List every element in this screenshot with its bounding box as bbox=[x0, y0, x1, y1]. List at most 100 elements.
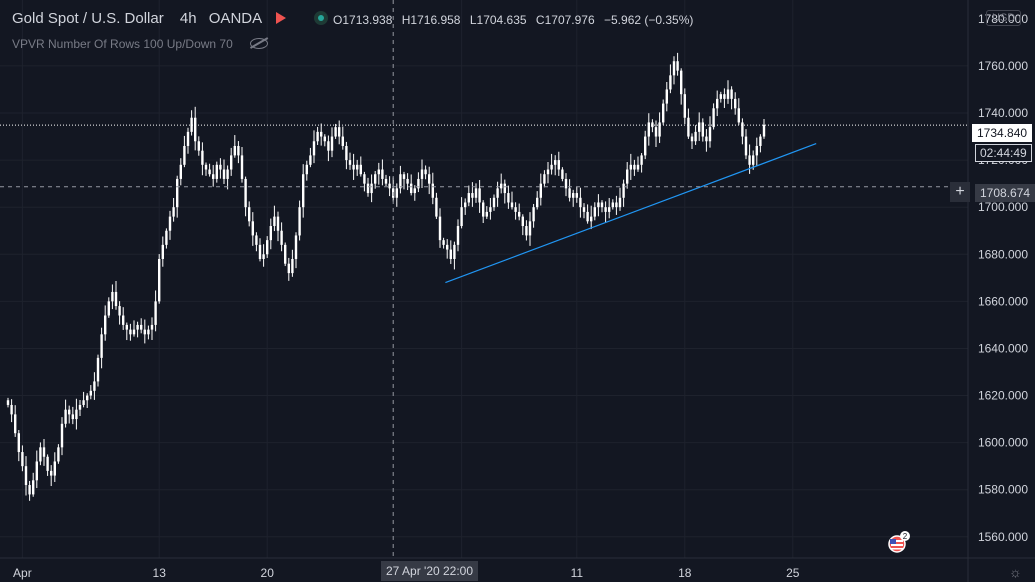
candle-body bbox=[165, 230, 168, 245]
candle-body bbox=[284, 244, 287, 264]
candle-body bbox=[485, 211, 488, 217]
candle-body bbox=[352, 164, 355, 170]
chart-settings-gear-icon[interactable]: ☼ bbox=[1009, 564, 1022, 580]
candle-body bbox=[611, 202, 614, 208]
candle-body bbox=[276, 216, 280, 231]
candle-body bbox=[118, 306, 121, 316]
candle-body bbox=[687, 117, 690, 137]
candle-body bbox=[716, 98, 719, 109]
interval-label[interactable]: 4h bbox=[179, 10, 197, 27]
candle-body bbox=[186, 131, 190, 146]
open-value: 1713.938 bbox=[342, 13, 393, 27]
candle-body bbox=[705, 136, 708, 142]
candle-body bbox=[726, 89, 730, 99]
candle-body bbox=[521, 216, 524, 227]
candle-body bbox=[258, 244, 262, 259]
candle-body bbox=[492, 197, 496, 208]
eye-hidden-icon[interactable] bbox=[250, 38, 269, 49]
candle-body bbox=[550, 164, 553, 170]
candle-body bbox=[359, 164, 362, 175]
candle-body bbox=[662, 103, 665, 123]
symbol-header[interactable]: Gold Spot / U.S. Dollar 4h OANDA bbox=[12, 10, 330, 27]
candle-body bbox=[546, 169, 550, 175]
candle-body bbox=[575, 193, 578, 198]
candle-body bbox=[273, 216, 276, 227]
candle-body bbox=[82, 400, 85, 405]
candle-body bbox=[356, 164, 359, 170]
candle-body bbox=[204, 164, 208, 170]
current-price-tag: 1734.840 bbox=[972, 124, 1033, 142]
candle-body bbox=[323, 136, 326, 142]
candle-body bbox=[338, 127, 341, 137]
candle-body bbox=[528, 221, 532, 236]
candle-body bbox=[183, 145, 186, 165]
symbol-name[interactable]: Gold Spot / U.S. Dollar bbox=[12, 10, 164, 27]
y-tick-label: 1660.000 bbox=[978, 294, 1028, 308]
candle-body bbox=[586, 211, 589, 222]
candle-body bbox=[330, 136, 334, 151]
indicator-label[interactable]: VPVR Number Of Rows 100 Up/Down 70 bbox=[12, 37, 233, 51]
y-tick-label: 1780.000 bbox=[978, 12, 1028, 26]
y-tick-label: 1580.000 bbox=[978, 483, 1028, 497]
candle-body bbox=[100, 334, 103, 358]
candle-body bbox=[395, 188, 398, 198]
currency-button[interactable]: USD bbox=[986, 10, 1022, 26]
high-label: H bbox=[401, 13, 411, 27]
indicator-legend[interactable]: VPVR Number Of Rows 100 Up/Down 70 bbox=[12, 37, 269, 51]
candle-body bbox=[388, 183, 391, 189]
candle-body bbox=[615, 202, 618, 208]
candle-body bbox=[752, 155, 755, 165]
candle-body bbox=[644, 136, 647, 156]
candle-body bbox=[741, 122, 744, 137]
candle-body bbox=[554, 160, 557, 165]
candle-body bbox=[248, 207, 251, 222]
candle-body bbox=[176, 178, 179, 208]
candle-body bbox=[370, 183, 373, 194]
candle-body bbox=[510, 202, 514, 208]
candle-body bbox=[32, 480, 35, 495]
candle-body bbox=[89, 390, 92, 396]
candle-body bbox=[21, 452, 24, 467]
candle-body bbox=[453, 244, 456, 259]
candle-body bbox=[647, 122, 650, 137]
candle-body bbox=[759, 136, 762, 146]
candle-body bbox=[464, 202, 467, 208]
candle-body bbox=[489, 207, 492, 212]
candle-body bbox=[64, 409, 67, 424]
close-value: 1707.976 bbox=[544, 13, 595, 27]
candle-body bbox=[762, 124, 766, 137]
candle-body bbox=[39, 447, 42, 462]
candle-body bbox=[147, 329, 150, 335]
candle-body bbox=[312, 141, 316, 156]
market-status-icon bbox=[314, 11, 329, 25]
candle-body bbox=[107, 301, 110, 316]
candle-body bbox=[593, 207, 596, 217]
candle-body bbox=[755, 145, 758, 156]
candle-body bbox=[309, 155, 312, 165]
candle-body bbox=[410, 183, 413, 194]
candle-body bbox=[572, 193, 575, 198]
candle-body bbox=[543, 174, 546, 184]
candle-body bbox=[215, 164, 218, 179]
x-tick-label: 13 bbox=[153, 566, 167, 580]
candle-body bbox=[114, 291, 118, 307]
candle-body bbox=[399, 174, 402, 189]
candle-body bbox=[35, 461, 38, 481]
candle-body bbox=[341, 136, 344, 146]
candle-body bbox=[467, 193, 470, 203]
flag-icon[interactable] bbox=[276, 12, 287, 24]
candle-body bbox=[158, 258, 161, 302]
candle-body bbox=[402, 174, 406, 179]
price-axis[interactable]: 1560.000 1580.000 1600.000 1620.000 1640.000… bbox=[978, 12, 1028, 544]
add-alert-plus-icon[interactable]: + bbox=[950, 182, 970, 202]
news-badge-icon[interactable]: 2 bbox=[885, 531, 911, 553]
candle-body bbox=[629, 164, 632, 170]
candle-body bbox=[71, 414, 74, 420]
candle-body bbox=[168, 216, 172, 231]
candle-body bbox=[24, 466, 28, 486]
x-tick-label: 18 bbox=[678, 566, 692, 580]
candle-body bbox=[618, 197, 622, 208]
candle-body bbox=[75, 409, 78, 420]
candle-body bbox=[222, 169, 226, 179]
